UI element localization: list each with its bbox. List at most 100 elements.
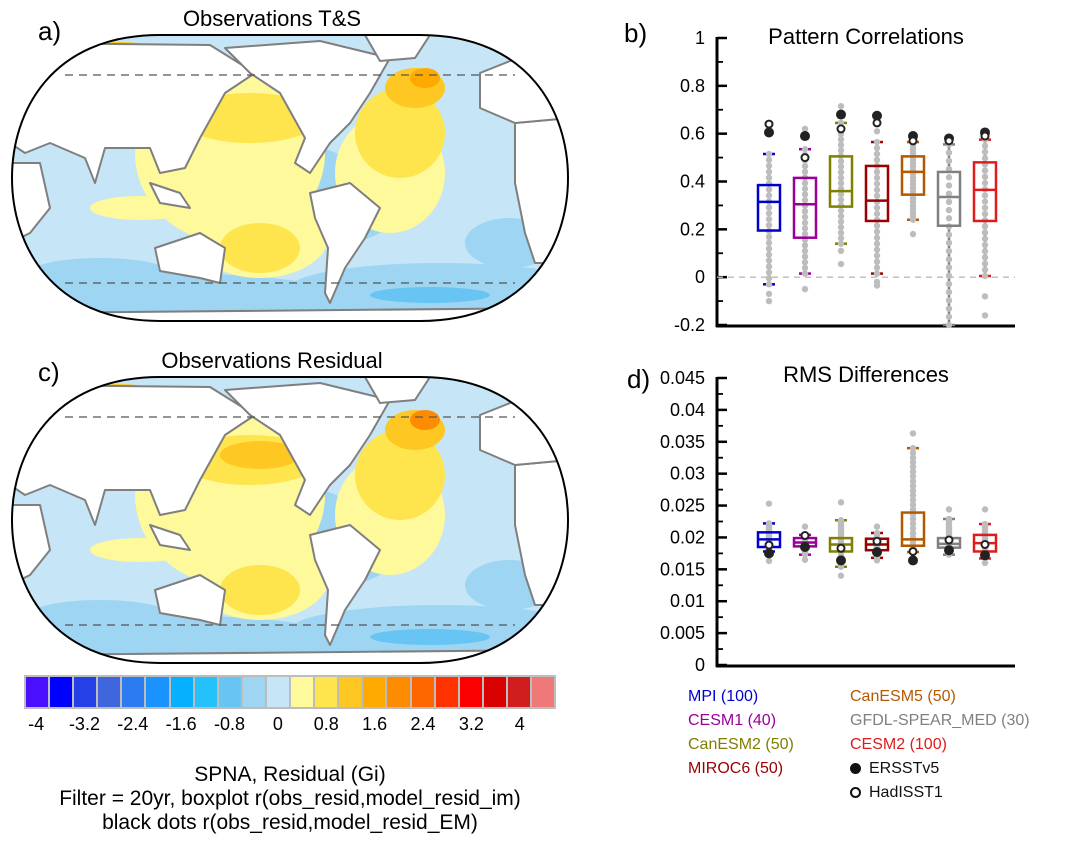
box-cesm2 [972, 127, 998, 319]
colorbar-tick-label: 4 [514, 714, 525, 734]
member-dot [765, 275, 773, 282]
indian-ocean-anomaly [30, 600, 170, 630]
y-tick-label: 0.035 [660, 432, 705, 452]
member-dot [801, 168, 809, 176]
member-dot [873, 240, 881, 247]
member-dot [909, 444, 917, 452]
hadisst1-dot [764, 119, 774, 129]
colorbar-swatch [339, 677, 362, 707]
legend-item: CanESM2 (50) [688, 736, 794, 753]
member-dot [945, 288, 953, 296]
colorbar-swatch [531, 677, 555, 707]
box-gfdl-spear_med [936, 133, 962, 329]
member-dot [765, 221, 773, 229]
member-dot [801, 185, 809, 192]
member-dot [765, 210, 773, 217]
member-dot [837, 141, 845, 149]
member-dot [981, 241, 989, 249]
member-dot [873, 168, 881, 176]
box-canesm2 [828, 102, 854, 268]
panel-a-label: a) [38, 16, 62, 46]
member-dot [945, 165, 953, 173]
member-dot [873, 150, 881, 158]
colorbar-swatch [218, 677, 241, 707]
colorbar-tick-label: 0.8 [313, 714, 339, 734]
member-dot [801, 208, 809, 215]
hadisst1-dot [944, 535, 954, 545]
member-dot [981, 235, 989, 242]
member-dot [873, 204, 881, 212]
member-dot [909, 463, 917, 471]
map-border [10, 34, 570, 322]
colorbar-swatch [411, 677, 434, 707]
outlier-dot [801, 556, 809, 563]
map-observations-ts [10, 34, 570, 322]
member-dot [765, 245, 773, 252]
member-dot [945, 305, 953, 312]
member-dot [945, 515, 953, 523]
member-dot [873, 210, 881, 217]
outlier-dot [873, 557, 881, 564]
member-dot [873, 264, 881, 271]
colorbar-swatch [363, 677, 386, 707]
member-dot [873, 270, 881, 277]
member-dot [765, 251, 773, 258]
member-dot [837, 136, 845, 143]
colorbar-swatch [146, 677, 169, 707]
member-dot [873, 192, 881, 200]
member-dot [945, 198, 953, 206]
outlier-dot [909, 230, 917, 238]
member-dot [765, 239, 773, 247]
member-dot [981, 192, 989, 199]
member-dot [873, 246, 881, 253]
panel-b-label: b) [624, 18, 648, 48]
colorbar-tick-label: 2.4 [410, 714, 436, 734]
hadisst1-dot [800, 153, 810, 163]
member-dot [909, 539, 917, 546]
y-tick-label: 0 [695, 267, 705, 287]
member-dot [873, 529, 881, 537]
member-dot [765, 168, 773, 175]
outlier-dot [873, 128, 881, 135]
member-dot [909, 525, 917, 532]
member-dot [765, 192, 773, 199]
member-dot [765, 186, 773, 193]
member-dot [765, 150, 773, 158]
member-dot [909, 482, 917, 490]
outlier-dot [765, 290, 773, 298]
land-antarctica [12, 649, 568, 663]
ersstv5-dot [872, 547, 882, 558]
member-dot [801, 253, 809, 260]
ersstv5-dot [836, 555, 846, 566]
member-dot [945, 190, 953, 197]
outlier-dot [873, 523, 881, 530]
north-atlantic-warm-anomaly [355, 430, 445, 520]
colorbar-swatch [122, 677, 145, 707]
ersstv5-dot [908, 555, 918, 566]
member-dot [837, 229, 845, 236]
member-dot [801, 219, 809, 226]
y-tick-label: 1 [695, 28, 705, 48]
caption: SPNA, Residual (Gi) Filter = 20yr, boxpl… [0, 763, 580, 835]
member-dot [981, 266, 989, 273]
y-tick-label: 0.01 [670, 591, 705, 611]
y-tick-label: 0.045 [660, 368, 705, 388]
member-dot [909, 473, 917, 480]
outlier-dot [981, 312, 989, 319]
member-dot [801, 191, 809, 198]
box-iqr [972, 161, 998, 223]
panel-d-label: d) [627, 364, 651, 394]
member-dot [909, 520, 917, 527]
outlier-dot [981, 293, 989, 300]
member-dot [945, 206, 953, 214]
colorbar-tick-label: -4 [28, 714, 45, 734]
y-tick-label: 0.2 [680, 219, 705, 239]
member-dot [765, 156, 773, 164]
y-tick-label: 0.025 [660, 496, 705, 516]
member-dot [837, 163, 845, 171]
colorbar-swatch [74, 677, 97, 707]
member-dot [873, 174, 881, 182]
member-dot [981, 167, 989, 174]
pattern-correlations-chart: Pattern Correlations -0.2 0 0.2 0.4 0.6 0.8 1 [674, 24, 1015, 335]
outlier-dot [837, 260, 845, 268]
